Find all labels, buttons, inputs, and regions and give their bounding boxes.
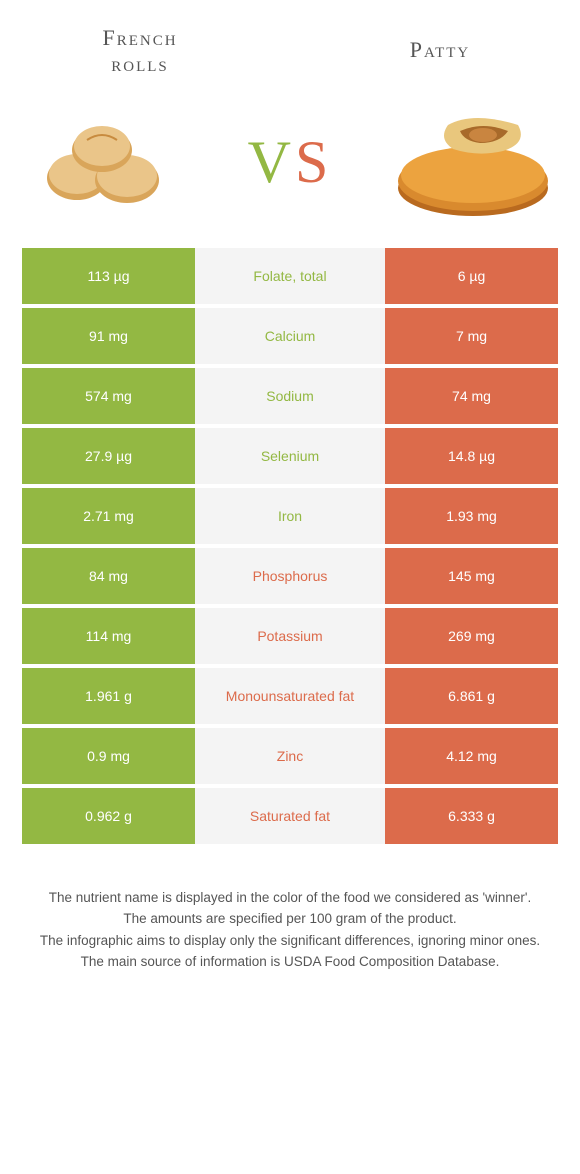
table-row: 574 mgSodium74 mg bbox=[22, 368, 558, 424]
nutrient-name: Saturated fat bbox=[195, 788, 385, 844]
right-value: 6.861 g bbox=[385, 668, 558, 724]
left-value: 91 mg bbox=[22, 308, 195, 364]
left-value: 1.961 g bbox=[22, 668, 195, 724]
vs-row: VS bbox=[0, 88, 580, 248]
left-value: 27.9 µg bbox=[22, 428, 195, 484]
right-value: 6.333 g bbox=[385, 788, 558, 844]
table-row: 0.962 gSaturated fat6.333 g bbox=[22, 788, 558, 844]
french-rolls-image bbox=[22, 103, 192, 223]
note-line-4: The main source of information is USDA F… bbox=[30, 952, 550, 972]
notes: The nutrient name is displayed in the co… bbox=[0, 848, 580, 972]
right-value: 1.93 mg bbox=[385, 488, 558, 544]
note-line-1: The nutrient name is displayed in the co… bbox=[30, 888, 550, 908]
table-row: 27.9 µgSelenium14.8 µg bbox=[22, 428, 558, 484]
title-left-line2: rolls bbox=[60, 51, 220, 77]
nutrient-table: 113 µgFolate, total6 µg91 mgCalcium7 mg5… bbox=[0, 248, 580, 844]
nutrient-name: Calcium bbox=[195, 308, 385, 364]
left-value: 0.9 mg bbox=[22, 728, 195, 784]
vs-v-letter: V bbox=[248, 129, 295, 195]
right-value: 4.12 mg bbox=[385, 728, 558, 784]
note-line-2: The amounts are specified per 100 gram o… bbox=[30, 909, 550, 929]
vs-s-letter: S bbox=[295, 129, 332, 195]
table-row: 91 mgCalcium7 mg bbox=[22, 308, 558, 364]
table-row: 113 µgFolate, total6 µg bbox=[22, 248, 558, 304]
right-value: 6 µg bbox=[385, 248, 558, 304]
header: French rolls Patty bbox=[0, 0, 580, 88]
title-left-line1: French bbox=[60, 25, 220, 51]
nutrient-name: Monounsaturated fat bbox=[195, 668, 385, 724]
left-value: 2.71 mg bbox=[22, 488, 195, 544]
nutrient-name: Potassium bbox=[195, 608, 385, 664]
right-value: 7 mg bbox=[385, 308, 558, 364]
nutrient-name: Selenium bbox=[195, 428, 385, 484]
left-value: 114 mg bbox=[22, 608, 195, 664]
right-value: 269 mg bbox=[385, 608, 558, 664]
note-line-3: The infographic aims to display only the… bbox=[30, 931, 550, 951]
nutrient-name: Iron bbox=[195, 488, 385, 544]
left-value: 574 mg bbox=[22, 368, 195, 424]
right-value: 145 mg bbox=[385, 548, 558, 604]
nutrient-name: Folate, total bbox=[195, 248, 385, 304]
patty-image bbox=[388, 103, 558, 223]
nutrient-name: Zinc bbox=[195, 728, 385, 784]
nutrient-name: Phosphorus bbox=[195, 548, 385, 604]
table-row: 1.961 gMonounsaturated fat6.861 g bbox=[22, 668, 558, 724]
left-value: 84 mg bbox=[22, 548, 195, 604]
vs-label: VS bbox=[248, 128, 333, 197]
table-row: 0.9 mgZinc4.12 mg bbox=[22, 728, 558, 784]
table-row: 2.71 mgIron1.93 mg bbox=[22, 488, 558, 544]
title-left: French rolls bbox=[60, 25, 220, 78]
left-value: 113 µg bbox=[22, 248, 195, 304]
table-row: 114 mgPotassium269 mg bbox=[22, 608, 558, 664]
right-value: 14.8 µg bbox=[385, 428, 558, 484]
table-row: 84 mgPhosphorus145 mg bbox=[22, 548, 558, 604]
title-right: Patty bbox=[360, 25, 520, 78]
left-value: 0.962 g bbox=[22, 788, 195, 844]
right-value: 74 mg bbox=[385, 368, 558, 424]
nutrient-name: Sodium bbox=[195, 368, 385, 424]
